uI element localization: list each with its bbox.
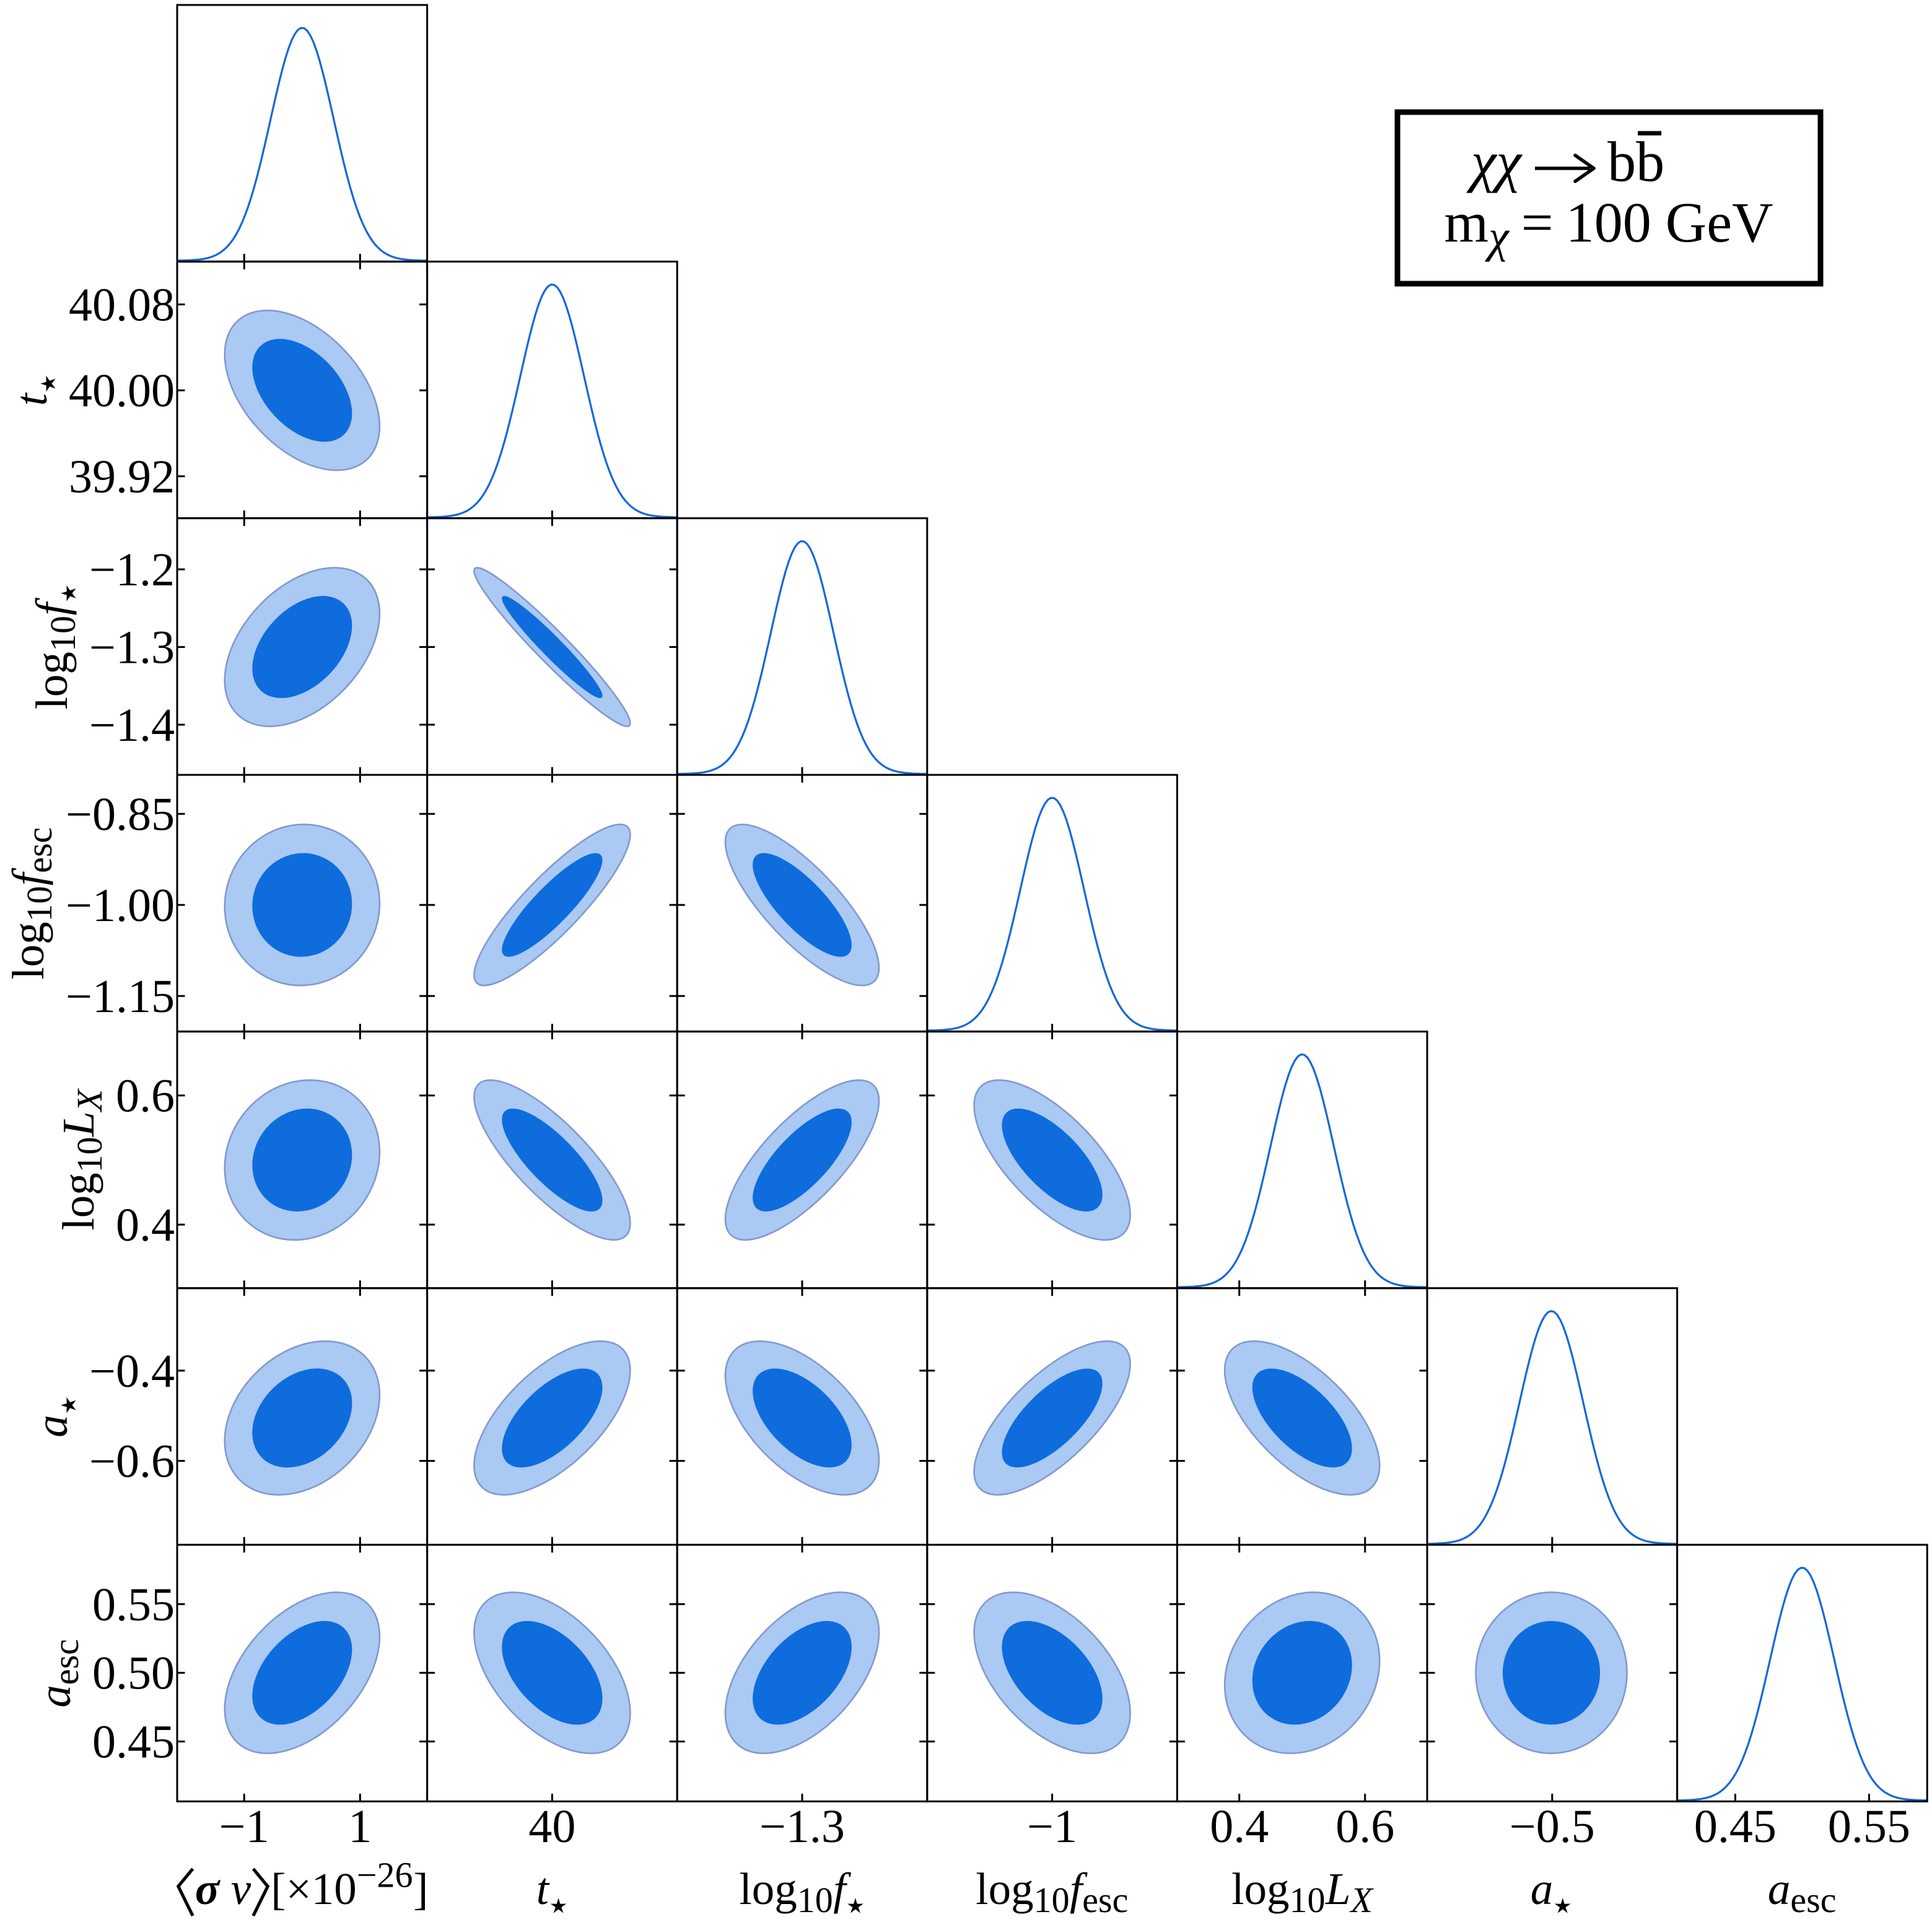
- svg-text:esc: esc: [1082, 1880, 1128, 1919]
- svg-text:−0.85: −0.85: [66, 788, 175, 841]
- svg-text:40.00: 40.00: [69, 365, 175, 417]
- svg-text:log: log: [27, 652, 77, 709]
- svg-text:0.4: 0.4: [1210, 1801, 1269, 1853]
- svg-text:a: a: [1768, 1864, 1791, 1914]
- svg-text:t: t: [536, 1864, 550, 1914]
- svg-text:−0.4: −0.4: [89, 1345, 175, 1397]
- svg-text:χχ: χχ: [1466, 130, 1523, 193]
- svg-text:40.08: 40.08: [69, 279, 175, 331]
- svg-text:0.4: 0.4: [116, 1199, 175, 1251]
- svg-text:0.45: 0.45: [1694, 1801, 1777, 1853]
- svg-text:−1.3: −1.3: [759, 1801, 845, 1853]
- svg-text:−1: −1: [219, 1801, 269, 1853]
- svg-text:esc: esc: [1790, 1880, 1836, 1919]
- svg-text:a: a: [27, 1415, 77, 1438]
- svg-text:−1.2: −1.2: [89, 544, 175, 596]
- svg-text:log: log: [3, 922, 53, 979]
- svg-text:−1.3: −1.3: [89, 622, 175, 674]
- svg-text:39.92: 39.92: [69, 451, 175, 503]
- svg-text:[×10: [×10: [271, 1864, 356, 1914]
- svg-text:10: 10: [797, 1880, 833, 1919]
- svg-text:40: 40: [528, 1801, 575, 1853]
- svg-text:]: ]: [413, 1864, 428, 1914]
- svg-text:σ: σ: [195, 1864, 221, 1914]
- svg-text:0.55: 0.55: [1828, 1801, 1910, 1853]
- svg-text:L: L: [53, 1111, 103, 1137]
- svg-text:−1.4: −1.4: [89, 699, 175, 751]
- svg-text:−0.5: −0.5: [1510, 1801, 1595, 1853]
- svg-text:−1: −1: [1027, 1801, 1077, 1853]
- svg-text:t: t: [6, 392, 56, 406]
- svg-text:1: 1: [348, 1801, 372, 1853]
- svg-text:100 GeV: 100 GeV: [1566, 191, 1773, 254]
- svg-text:0.50: 0.50: [92, 1648, 175, 1700]
- svg-text:χ: χ: [1485, 212, 1510, 263]
- svg-text:X: X: [69, 1088, 110, 1112]
- svg-text:−1.15: −1.15: [66, 971, 175, 1023]
- svg-text:a: a: [30, 1685, 80, 1708]
- svg-text:10: 10: [43, 616, 83, 652]
- svg-text:a: a: [1531, 1864, 1554, 1914]
- svg-text:v: v: [231, 1864, 251, 1914]
- svg-text:=: =: [1521, 191, 1554, 254]
- svg-text:log: log: [976, 1864, 1033, 1914]
- svg-text:0.45: 0.45: [92, 1716, 175, 1768]
- svg-text:10: 10: [1290, 1880, 1326, 1919]
- svg-text:−1.00: −1.00: [66, 880, 175, 932]
- svg-text:L: L: [1325, 1864, 1351, 1914]
- svg-text:esc: esc: [46, 1639, 86, 1685]
- svg-text:0.55: 0.55: [92, 1579, 175, 1631]
- svg-text:10: 10: [19, 886, 59, 922]
- svg-text:10: 10: [69, 1137, 110, 1173]
- svg-text:X: X: [1350, 1880, 1375, 1919]
- svg-text:b: b: [1636, 130, 1664, 193]
- svg-text:log: log: [740, 1864, 797, 1914]
- svg-text:esc: esc: [19, 827, 59, 873]
- svg-text:10: 10: [1034, 1880, 1070, 1919]
- svg-text:−0.6: −0.6: [89, 1436, 175, 1488]
- svg-text:m: m: [1445, 191, 1489, 254]
- svg-text:−26: −26: [357, 1854, 413, 1895]
- svg-text:0.6: 0.6: [116, 1070, 175, 1122]
- svg-text:log: log: [1231, 1864, 1289, 1914]
- svg-text:0.6: 0.6: [1335, 1801, 1394, 1853]
- svg-text:b: b: [1607, 130, 1636, 193]
- svg-text:log: log: [53, 1173, 103, 1230]
